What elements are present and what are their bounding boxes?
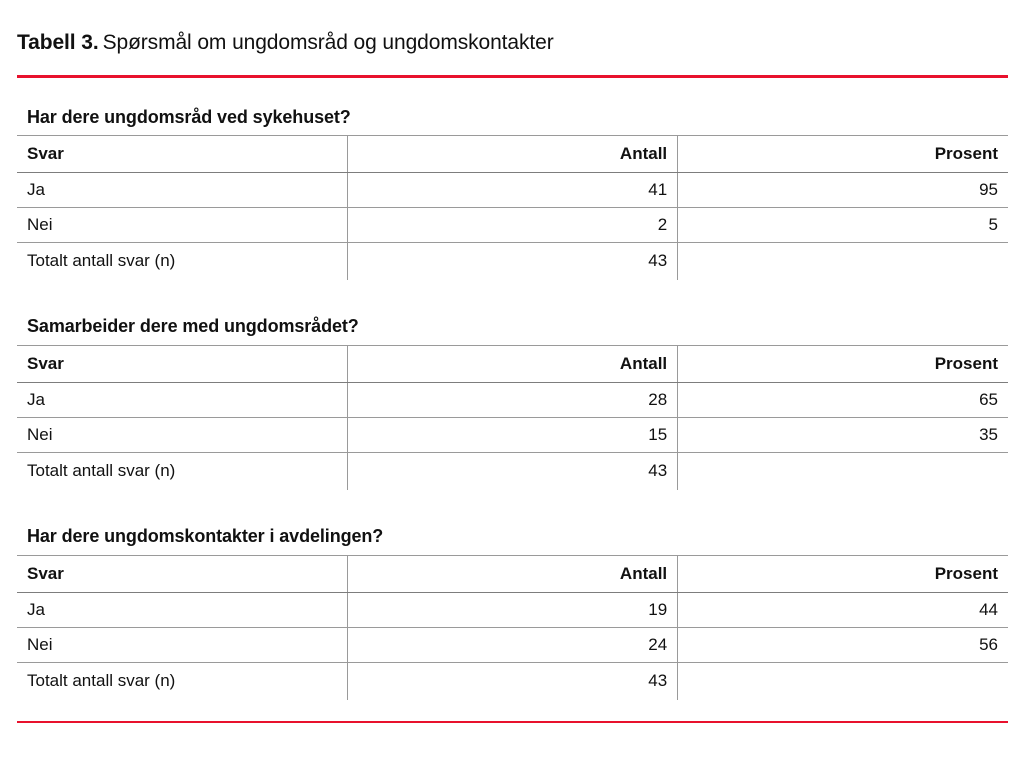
data-table: Svar Antall Prosent Ja 41 95 Nei 2 5 Tot… bbox=[17, 135, 1008, 281]
cell-antall: 41 bbox=[347, 172, 679, 209]
cell-svar: Totalt antall svar (n) bbox=[17, 662, 348, 700]
table-row: Ja 28 65 bbox=[17, 382, 1008, 419]
question-section-ungdomskontakter: Har dere ungdomskontakter i avdelingen? … bbox=[17, 526, 1008, 700]
column-header-prosent: Prosent bbox=[677, 555, 1008, 593]
cell-svar: Nei bbox=[17, 627, 348, 663]
cell-svar: Nei bbox=[17, 207, 348, 244]
cell-antall: 28 bbox=[347, 382, 679, 419]
table-row-total: Totalt antall svar (n) 43 bbox=[17, 242, 1008, 281]
data-table: Svar Antall Prosent Ja 28 65 Nei 15 35 T… bbox=[17, 345, 1008, 491]
cell-prosent bbox=[678, 243, 1008, 281]
cell-prosent: 95 bbox=[677, 172, 1008, 209]
cell-prosent: 56 bbox=[677, 627, 1008, 663]
cell-prosent: 35 bbox=[677, 417, 1008, 454]
table-caption: Spørsmål om ungdomsråd og ungdomskontakt… bbox=[102, 31, 554, 54]
question-heading: Har dere ungdomskontakter i avdelingen? bbox=[27, 526, 384, 547]
cell-antall: 24 bbox=[347, 627, 679, 663]
data-table: Svar Antall Prosent Ja 19 44 Nei 24 56 T… bbox=[17, 554, 1008, 700]
column-header-svar: Svar bbox=[17, 555, 348, 593]
question-heading: Samarbeider dere med ungdomsrådet? bbox=[27, 316, 359, 337]
cell-svar: Totalt antall svar (n) bbox=[17, 242, 348, 281]
cell-svar: Ja bbox=[17, 172, 348, 209]
cell-prosent: 44 bbox=[677, 592, 1008, 628]
table-row: Nei 24 56 bbox=[17, 627, 1008, 663]
question-section-ungdomsrad: Har dere ungdomsråd ved sykehuset? Svar … bbox=[17, 107, 1008, 281]
cell-prosent: 65 bbox=[677, 382, 1008, 419]
table-title: Tabell 3. Spørsmål om ungdomsråd og ungdo… bbox=[17, 31, 1008, 55]
table-row: Nei 15 35 bbox=[17, 417, 1008, 454]
cell-svar: Nei bbox=[17, 417, 348, 454]
cell-antall: 2 bbox=[347, 207, 679, 244]
cell-antall: 43 bbox=[347, 452, 679, 491]
table-number-label: Tabell 3. bbox=[17, 31, 99, 54]
column-header-svar: Svar bbox=[17, 345, 348, 384]
cell-prosent bbox=[678, 453, 1008, 491]
cell-antall: 43 bbox=[347, 242, 679, 281]
column-header-prosent: Prosent bbox=[677, 135, 1008, 174]
cell-svar: Ja bbox=[17, 382, 348, 419]
cell-svar: Totalt antall svar (n) bbox=[17, 452, 348, 491]
cell-prosent: 5 bbox=[677, 207, 1008, 244]
cell-antall: 15 bbox=[347, 417, 679, 454]
table-row-total: Totalt antall svar (n) 43 bbox=[17, 662, 1008, 700]
column-header-antall: Antall bbox=[347, 555, 679, 593]
cell-antall: 43 bbox=[347, 662, 679, 700]
article-table-figure: Tabell 3. Spørsmål om ungdomsråd og ungdo… bbox=[0, 31, 1024, 724]
table-row-total: Totalt antall svar (n) 43 bbox=[17, 452, 1008, 491]
column-header-svar: Svar bbox=[17, 135, 348, 174]
table-row: Ja 41 95 bbox=[17, 172, 1008, 209]
table-header-row: Svar Antall Prosent bbox=[17, 555, 1008, 593]
column-header-antall: Antall bbox=[347, 345, 679, 384]
table-header-row: Svar Antall Prosent bbox=[17, 135, 1008, 174]
table-row: Nei 2 5 bbox=[17, 207, 1008, 244]
column-header-prosent: Prosent bbox=[677, 345, 1008, 384]
question-heading: Har dere ungdomsråd ved sykehuset? bbox=[27, 106, 351, 127]
cell-prosent bbox=[678, 662, 1008, 700]
table-header-row: Svar Antall Prosent bbox=[17, 345, 1008, 384]
column-header-antall: Antall bbox=[347, 135, 679, 174]
cell-antall: 19 bbox=[347, 592, 679, 628]
bottom-red-rule bbox=[17, 720, 1008, 724]
table-row: Ja 19 44 bbox=[17, 592, 1008, 628]
top-red-rule bbox=[17, 75, 1008, 78]
cell-svar: Ja bbox=[17, 592, 348, 628]
question-section-samarbeid: Samarbeider dere med ungdomsrådet? Svar … bbox=[17, 316, 1008, 491]
